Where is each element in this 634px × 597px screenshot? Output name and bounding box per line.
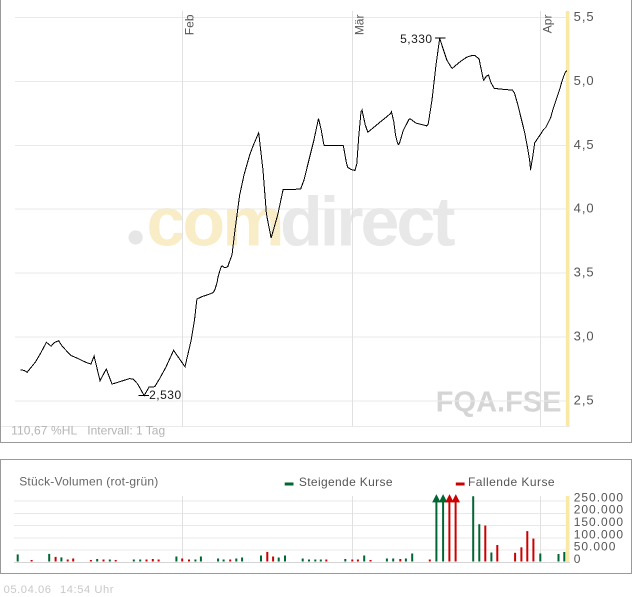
svg-text:50.000: 50.000 [574,540,617,554]
svg-text:Feb: Feb [182,14,196,35]
svg-text:com: com [147,183,282,261]
svg-text:150.000: 150.000 [574,515,624,529]
svg-text:05.04.06: 05.04.06 [4,584,52,596]
svg-text:Steigende Kurse: Steigende Kurse [299,475,393,489]
svg-text:4,0: 4,0 [574,201,595,216]
svg-text:4,5: 4,5 [574,137,595,152]
svg-text:250.000: 250.000 [574,490,624,504]
svg-text:FQA.FSE: FQA.FSE [436,387,562,419]
svg-text:Stück-Volumen (rot-grün): Stück-Volumen (rot-grün) [19,475,158,489]
svg-text:Fallende Kurse: Fallende Kurse [468,475,555,489]
svg-text:Intervall: 1 Tag: Intervall: 1 Tag [87,423,165,437]
svg-text:5,5: 5,5 [574,9,595,24]
svg-text:Mär: Mär [352,15,366,36]
svg-text:3,0: 3,0 [574,329,595,344]
svg-text:14:54 Uhr: 14:54 Uhr [60,584,114,596]
svg-text:100.000: 100.000 [574,527,624,541]
svg-text:110,67 %HL: 110,67 %HL [11,423,77,437]
svg-text:2,5: 2,5 [574,392,595,407]
svg-text:0: 0 [574,552,582,566]
svg-text:5,330: 5,330 [400,32,433,46]
svg-text:Apr: Apr [540,15,554,34]
svg-text:3,5: 3,5 [574,265,595,280]
svg-text:direct: direct [280,183,455,261]
svg-text:200.000: 200.000 [574,503,624,517]
svg-text:5,0: 5,0 [574,73,595,88]
svg-text:2,530: 2,530 [149,388,182,402]
